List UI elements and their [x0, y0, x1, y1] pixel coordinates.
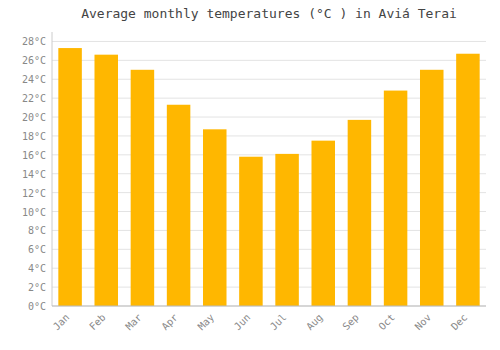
- x-tick-label: Jul: [268, 312, 289, 333]
- x-tick-label: May: [196, 312, 217, 333]
- bar: [203, 129, 227, 306]
- chart-container: Average monthly temperatures (°C ) in Av…: [0, 0, 500, 350]
- y-tick-label: 4°C: [28, 263, 46, 274]
- y-axis: 0°C 2°C 4°C 6°C 8°C 10°C 12°C 14°C 16°C 18°C 20°C 2…: [22, 32, 52, 312]
- y-tick-label: 2°C: [28, 282, 46, 293]
- bar: [239, 157, 263, 306]
- y-tick-label: 8°C: [28, 225, 46, 236]
- x-tick-label: Mar: [123, 312, 144, 333]
- y-tick-label: 16°C: [22, 150, 46, 161]
- y-tick-label: 18°C: [22, 131, 46, 142]
- x-axis: Jan Feb Mar Apr May Jun Jul Aug Sep Oct Nov Dec: [51, 306, 486, 332]
- bar: [420, 70, 444, 306]
- bar: [167, 105, 191, 306]
- y-axis-line: [52, 32, 53, 306]
- y-tick-label: 24°C: [22, 74, 46, 85]
- x-tick-label: Aug: [304, 312, 325, 333]
- x-tick-label: Jan: [51, 312, 72, 333]
- y-tick-label: 26°C: [22, 55, 46, 66]
- bars: [58, 48, 479, 306]
- bar: [58, 48, 82, 306]
- bar: [384, 91, 408, 306]
- grid: [52, 41, 486, 306]
- y-tick-label: 10°C: [22, 207, 46, 218]
- grid-line: [52, 41, 486, 42]
- x-tick-label: Apr: [159, 312, 180, 333]
- x-axis-line: [52, 306, 486, 307]
- y-tick-label: 12°C: [22, 188, 46, 199]
- x-tick-label: Sep: [340, 312, 361, 333]
- bar: [275, 154, 299, 306]
- x-tick-label: Feb: [87, 312, 108, 333]
- bar: [131, 70, 155, 306]
- y-tick-label: 22°C: [22, 93, 46, 104]
- y-tick-label: 0°C: [28, 301, 46, 312]
- bar: [456, 54, 480, 306]
- bar: [311, 141, 335, 306]
- x-tick-label: Dec: [449, 312, 470, 333]
- y-tick-label: 28°C: [22, 36, 46, 47]
- chart-svg: Average monthly temperatures (°C ) in Av…: [0, 0, 500, 350]
- x-tick-label: Oct: [376, 312, 397, 333]
- x-tick-label: Nov: [413, 312, 434, 333]
- bar: [348, 120, 372, 306]
- y-tick-label: 14°C: [22, 169, 46, 180]
- y-tick-label: 6°C: [28, 244, 46, 255]
- grid-line: [52, 306, 486, 307]
- bar: [94, 55, 118, 306]
- x-tick-label: Jun: [232, 312, 253, 333]
- title: Average monthly temperatures (°C ) in Av…: [81, 6, 457, 21]
- y-tick-label: 20°C: [22, 112, 46, 123]
